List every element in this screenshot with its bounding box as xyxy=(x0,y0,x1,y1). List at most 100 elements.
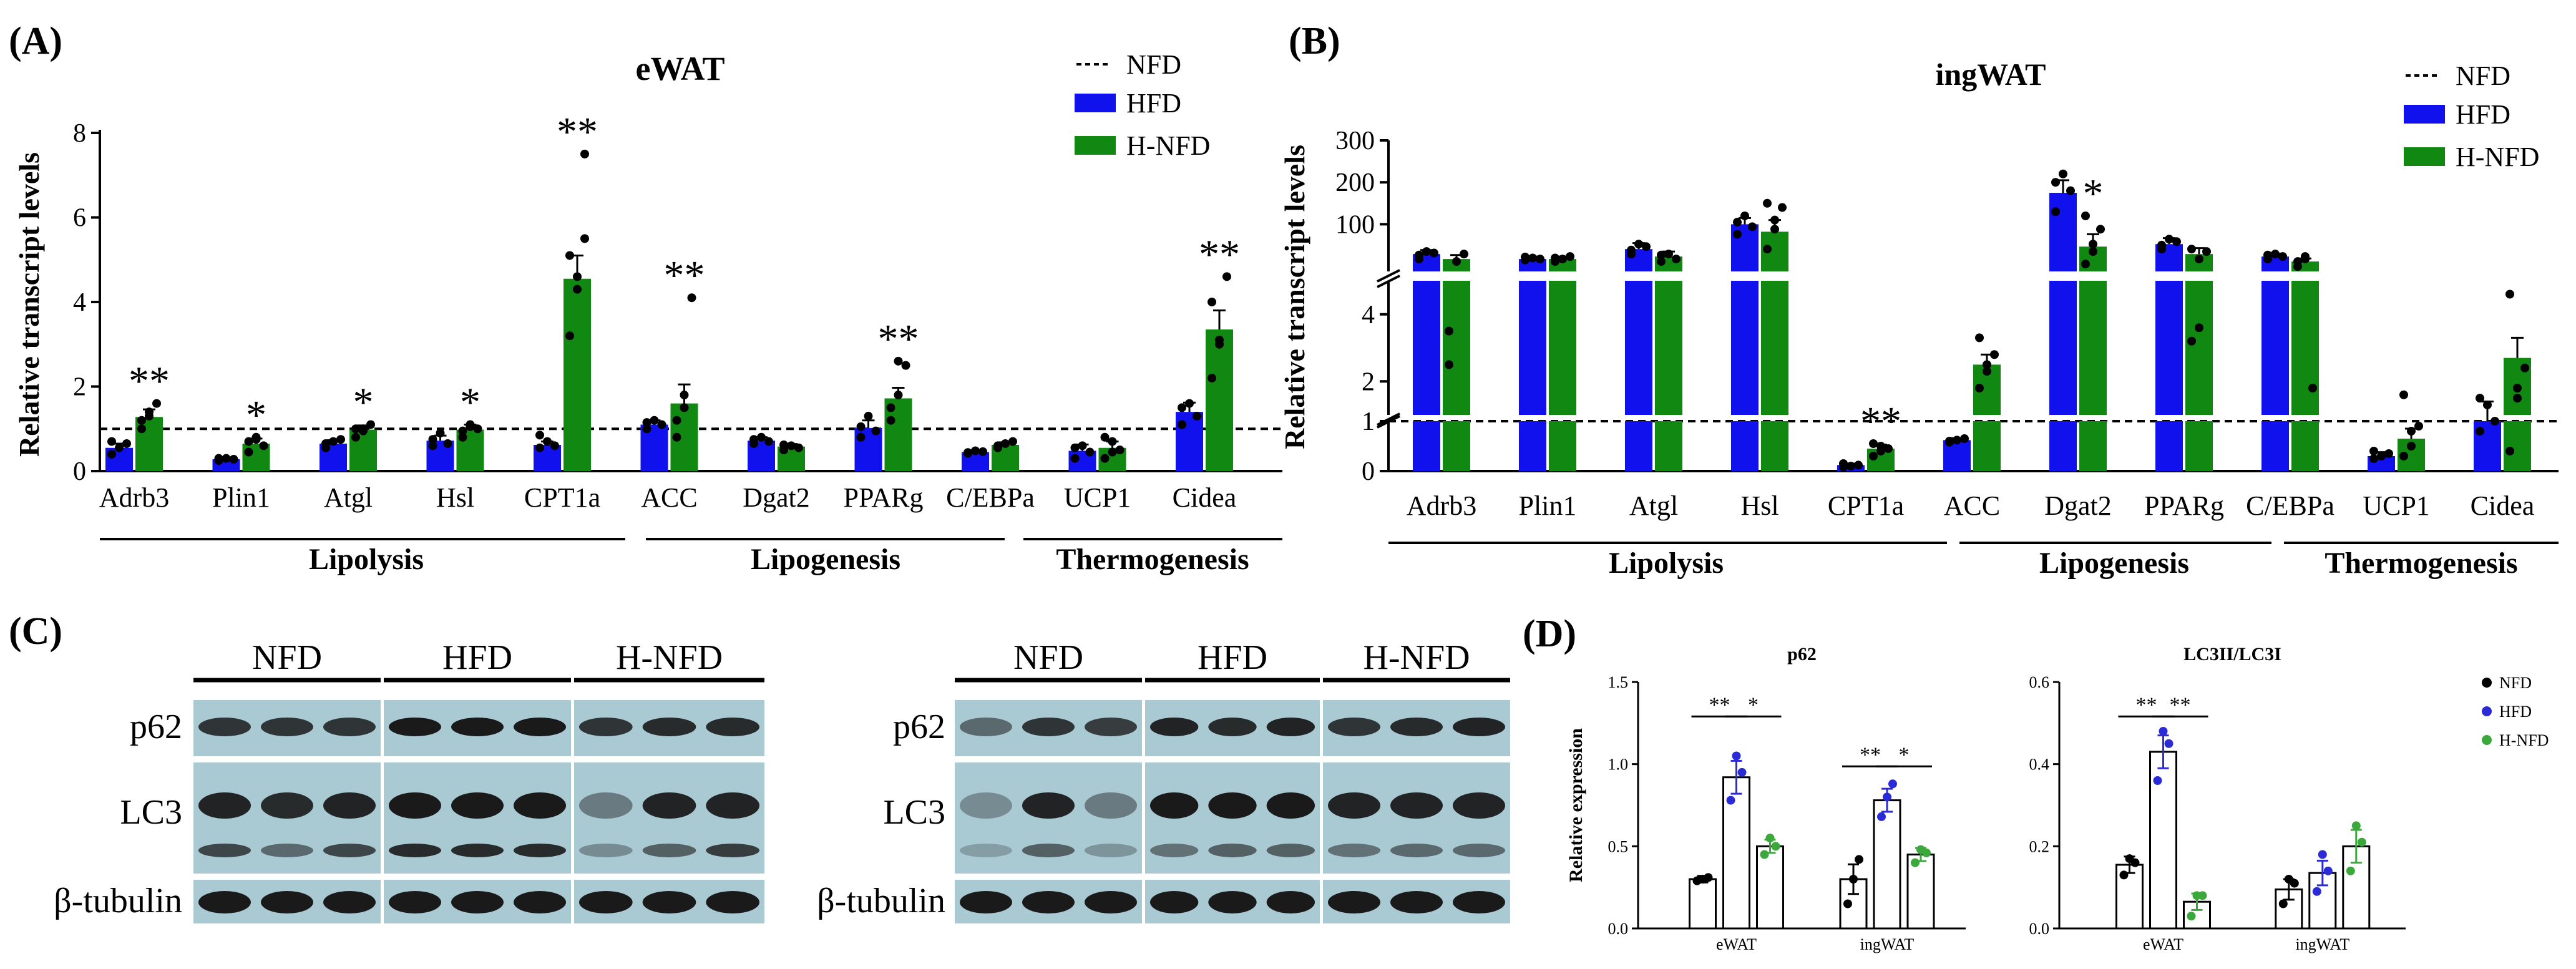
data-point xyxy=(2399,390,2408,399)
band-beta-tubulin xyxy=(514,891,566,913)
band-p62 xyxy=(514,718,566,736)
data-point xyxy=(2263,250,2272,260)
legend-hnfd-swatch xyxy=(2404,147,2445,166)
y-tick-label: 0.4 xyxy=(2029,756,2050,774)
band-beta-tubulin xyxy=(261,891,313,913)
data-point xyxy=(1778,203,1787,212)
data-point xyxy=(535,431,544,440)
data-point xyxy=(1839,459,1848,468)
bar-hfd xyxy=(1731,281,1759,415)
data-point xyxy=(1108,437,1117,446)
bar-hnfd xyxy=(2291,421,2319,471)
data-point xyxy=(779,440,788,449)
data-point xyxy=(244,447,253,457)
data-point xyxy=(2414,422,2423,431)
band-lc3-ii xyxy=(1390,844,1443,857)
significance-marker: ** xyxy=(878,316,919,362)
data-point xyxy=(351,424,360,434)
data-point xyxy=(2153,776,2162,785)
data-point xyxy=(1760,850,1769,859)
data-point xyxy=(2059,169,2067,178)
band-p62 xyxy=(198,718,251,736)
data-point xyxy=(1115,446,1125,455)
legend-dot-hfd xyxy=(2482,706,2492,716)
significance-marker: ** xyxy=(2136,693,2157,716)
data-point xyxy=(749,435,758,444)
category-label: PPARg xyxy=(843,482,923,513)
band-p62 xyxy=(642,718,696,736)
panel-b: (B) ingWAT Relative transcript levels 0 1 2 4 1… xyxy=(1279,20,2559,580)
panel-b-label: (B) xyxy=(1289,20,1340,62)
bar-hfd xyxy=(1519,421,1546,471)
data-point xyxy=(1193,411,1201,421)
legend-hfd-swatch xyxy=(1075,94,1116,112)
data-point xyxy=(2505,447,2514,455)
bar-h-nfd xyxy=(1756,845,1784,930)
data-point xyxy=(573,272,582,281)
panel-d-d2: LC3II/LC3I 0.0 0.2 0.4 0.6 eWAT ingWAT ** ** NFD H… xyxy=(2029,644,2549,953)
axis-break-mark xyxy=(1377,412,1400,426)
data-point xyxy=(1551,253,1559,263)
y-tick-label: 200 xyxy=(1335,168,1375,197)
category-label: ACC xyxy=(1944,490,2000,521)
data-point xyxy=(107,437,116,446)
data-point xyxy=(2187,245,2196,254)
data-point xyxy=(680,403,689,412)
data-point xyxy=(894,356,903,366)
data-point xyxy=(2081,211,2090,220)
category-label: C/EBPa xyxy=(946,482,1035,513)
data-point xyxy=(1726,796,1735,805)
data-point xyxy=(2290,879,2299,888)
category-label: ingWAT xyxy=(1860,935,1915,953)
data-point xyxy=(565,331,574,341)
category-label: Plin1 xyxy=(1519,490,1577,521)
data-point xyxy=(1634,240,1643,249)
significance-marker: * xyxy=(1748,693,1759,716)
bar-hnfd xyxy=(2504,421,2531,471)
band-lc3-i xyxy=(960,792,1012,819)
panel-b-title: ingWAT xyxy=(1936,57,2046,92)
y-tick-label: 2 xyxy=(1362,368,1375,396)
data-point xyxy=(1008,437,1017,446)
blot-group-label: NFD xyxy=(1013,638,1083,677)
data-point xyxy=(466,422,475,431)
blot-left: NFD HFD H-NFD p62 LC3 β-tubulin xyxy=(54,638,764,923)
blot-row-label: β-tubulin xyxy=(817,882,945,920)
band-lc3-ii xyxy=(1022,844,1075,857)
y-tick-label: 0.0 xyxy=(2029,920,2050,938)
bar-hfd xyxy=(1413,281,1440,415)
bar-nfd xyxy=(1689,878,1717,930)
band-lc3-ii xyxy=(1208,844,1257,857)
legend-hfd-label: HFD xyxy=(1126,88,1181,119)
data-point xyxy=(1178,420,1186,429)
data-point xyxy=(458,432,467,442)
group-label: Thermogenesis xyxy=(2325,547,2517,580)
category-label: Plin1 xyxy=(212,482,270,513)
bar-hfd xyxy=(1873,799,1901,930)
band-lc3-i xyxy=(1150,792,1199,819)
data-point xyxy=(2483,400,2492,409)
y-tick-label: 1.0 xyxy=(1608,756,1629,774)
band-beta-tubulin xyxy=(389,891,441,913)
data-point xyxy=(1642,242,1651,251)
significance-marker: ** xyxy=(1860,399,1901,444)
significance-marker: * xyxy=(246,392,266,438)
panel-c-label: (C) xyxy=(9,610,62,653)
band-lc3-ii xyxy=(261,844,313,857)
data-point xyxy=(1869,439,1878,448)
group-label: Lipolysis xyxy=(1609,547,1724,580)
data-point xyxy=(1657,257,1666,266)
category-label: eWAT xyxy=(1716,935,1757,953)
y-tick-label: 6 xyxy=(73,204,86,233)
band-lc3-i xyxy=(1022,792,1075,819)
data-point xyxy=(650,416,659,425)
data-point xyxy=(2476,394,2484,403)
data-point xyxy=(2323,866,2333,875)
data-point xyxy=(2377,452,2386,460)
y-tick-label: 0.2 xyxy=(2029,837,2050,855)
data-point xyxy=(871,426,881,436)
data-point xyxy=(321,439,330,448)
data-point xyxy=(2051,178,2060,187)
data-point xyxy=(1415,250,1423,260)
y-tick-label: 1 xyxy=(1362,407,1375,436)
